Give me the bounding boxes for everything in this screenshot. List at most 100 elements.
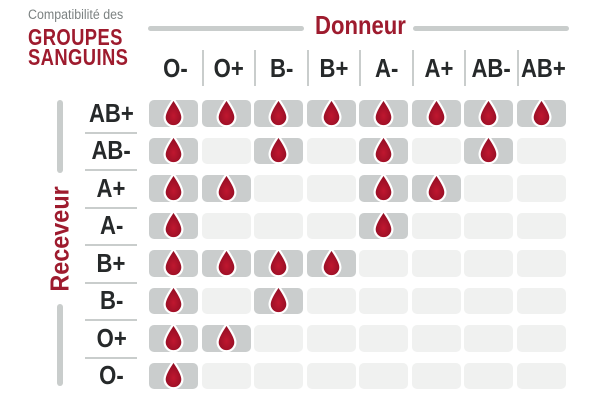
receiver-type-label: AB- bbox=[85, 135, 138, 166]
receiver-type-label: O- bbox=[85, 360, 138, 391]
matrix-cell bbox=[201, 322, 251, 352]
donor-type-header: AB- bbox=[464, 50, 517, 86]
blood-drop-icon bbox=[321, 97, 341, 127]
donor-type-text: A+ bbox=[424, 52, 454, 83]
matrix-cell bbox=[464, 362, 513, 389]
matrix-cell bbox=[464, 97, 513, 127]
donor-axis-line-right bbox=[413, 26, 569, 31]
matrix-cell bbox=[254, 362, 303, 389]
donor-type-header: O- bbox=[149, 50, 202, 86]
matrix-cell bbox=[201, 137, 251, 164]
receiver-type-label: AB+ bbox=[85, 97, 138, 128]
row-separator-line bbox=[85, 244, 137, 246]
blood-drop-icon bbox=[216, 247, 236, 277]
receiver-type-text: B+ bbox=[96, 247, 126, 278]
receiver-type-text: AB- bbox=[91, 135, 132, 166]
matrix-cell bbox=[516, 137, 566, 164]
blood-drop-icon bbox=[163, 97, 184, 127]
matrix-cell bbox=[254, 284, 303, 315]
chart-title-line2: SANGUINS bbox=[28, 44, 153, 71]
blood-drop-icon bbox=[530, 97, 552, 127]
donor-type-text: AB- bbox=[471, 52, 511, 83]
matrix-cell bbox=[254, 325, 303, 352]
blood-drop-icon bbox=[268, 247, 289, 277]
matrix-cell bbox=[149, 247, 198, 277]
blood-drop-icon bbox=[216, 97, 236, 127]
donor-type-header: B- bbox=[254, 50, 307, 86]
matrix-cell bbox=[411, 97, 461, 127]
blood-drop-icon bbox=[373, 134, 394, 165]
blood-drop-icon bbox=[478, 134, 499, 165]
matrix-cell bbox=[516, 325, 566, 352]
matrix-cell bbox=[149, 209, 198, 240]
matrix-cell bbox=[201, 247, 251, 277]
matrix-cell bbox=[464, 250, 513, 277]
matrix-cell bbox=[464, 212, 513, 239]
blood-drop-icon bbox=[268, 134, 289, 165]
matrix-cell bbox=[516, 287, 566, 314]
chart-title-line2-text: SANGUINS bbox=[28, 44, 129, 70]
matrix-cell bbox=[201, 362, 251, 389]
matrix-cell bbox=[254, 175, 303, 202]
blood-drop-icon bbox=[163, 134, 184, 165]
donor-type-text: O+ bbox=[213, 52, 244, 83]
receiver-type-text: O+ bbox=[96, 322, 127, 353]
donor-type-text: AB+ bbox=[521, 52, 567, 83]
matrix-cell bbox=[516, 175, 566, 202]
matrix-cell bbox=[149, 284, 198, 315]
matrix-cell bbox=[359, 209, 408, 240]
row-separator-line bbox=[85, 206, 137, 209]
matrix-cell bbox=[359, 287, 408, 314]
receiver-type-text: AB+ bbox=[88, 97, 134, 128]
matrix-cell bbox=[149, 97, 198, 127]
row-separator-line bbox=[85, 356, 137, 359]
receiver-type-label: B+ bbox=[85, 247, 138, 278]
donor-axis-line-left bbox=[148, 26, 304, 31]
blood-drop-icon bbox=[478, 97, 499, 127]
receiver-type-label: B- bbox=[85, 285, 138, 316]
receiver-type-text: O- bbox=[99, 360, 124, 391]
row-separator-line bbox=[85, 281, 137, 284]
donor-type-header: O+ bbox=[201, 50, 255, 86]
donor-type-text: A- bbox=[374, 52, 398, 83]
matrix-cell bbox=[306, 175, 356, 202]
matrix-cell bbox=[516, 97, 566, 127]
matrix-cell bbox=[254, 212, 303, 239]
matrix-cell bbox=[516, 250, 566, 277]
chart-title-line1: GROUPES bbox=[28, 24, 147, 51]
matrix-cell bbox=[254, 97, 303, 127]
matrix-cell bbox=[359, 362, 408, 389]
receiver-axis-title: Receveur bbox=[44, 178, 75, 300]
blood-drop-icon bbox=[426, 172, 446, 202]
blood-drop-icon bbox=[373, 97, 394, 127]
matrix-cell bbox=[411, 212, 461, 239]
blood-drop-icon bbox=[321, 247, 341, 277]
blood-drop-icon bbox=[268, 97, 289, 127]
matrix-cell bbox=[464, 325, 513, 352]
blood-drop-icon bbox=[163, 172, 184, 202]
blood-drop-icon bbox=[216, 172, 236, 202]
blood-drop-icon bbox=[426, 97, 446, 127]
receiver-axis-line-top bbox=[57, 100, 63, 173]
receiver-type-text: B- bbox=[99, 285, 124, 316]
donor-type-header: B+ bbox=[306, 50, 360, 86]
blood-drop-icon bbox=[373, 172, 394, 202]
donor-axis-title: Donneur bbox=[306, 12, 415, 39]
row-separator-line bbox=[85, 319, 137, 321]
matrix-cell bbox=[464, 287, 513, 314]
matrix-cell bbox=[464, 175, 513, 202]
receiver-axis-title-text: Receveur bbox=[44, 185, 75, 292]
blood-drop-icon bbox=[163, 284, 184, 315]
blood-drop-icon bbox=[163, 359, 184, 390]
matrix-cell bbox=[359, 97, 408, 127]
matrix-cell bbox=[411, 287, 461, 314]
matrix-cell bbox=[201, 287, 251, 314]
blood-drop-icon bbox=[373, 209, 394, 240]
chart-title-line1-text: GROUPES bbox=[28, 24, 123, 50]
chart-pretitle: Compatibilité des bbox=[28, 7, 132, 22]
matrix-cell bbox=[306, 137, 356, 164]
compatibility-grid bbox=[149, 97, 566, 390]
matrix-cell bbox=[149, 359, 198, 390]
receiver-type-label: O+ bbox=[85, 322, 138, 353]
